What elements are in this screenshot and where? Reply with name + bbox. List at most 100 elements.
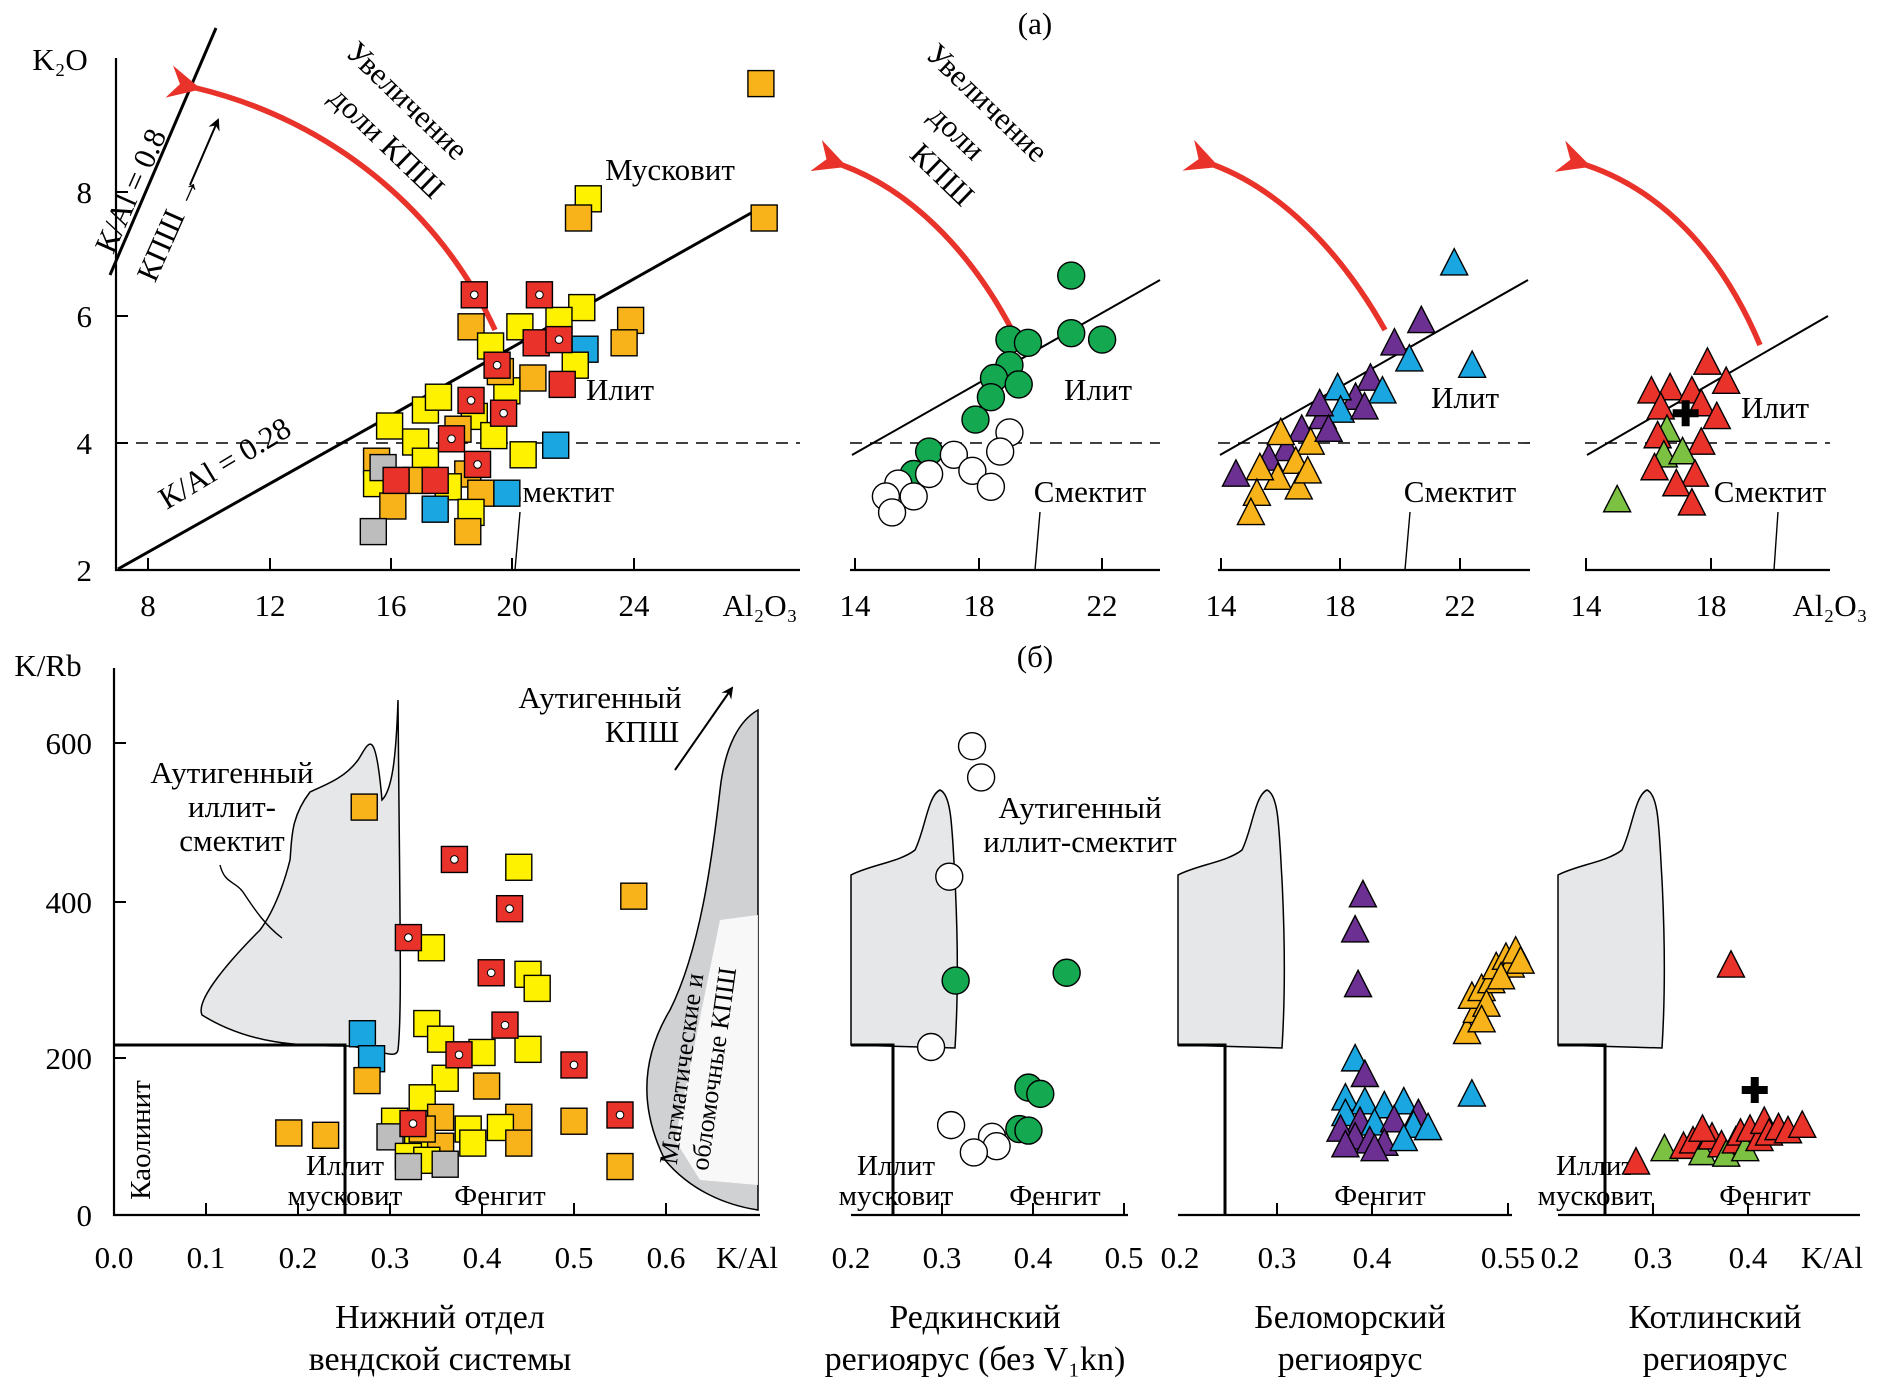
b1-point-2 bbox=[505, 853, 533, 881]
b4-xticks bbox=[1652, 1203, 1749, 1215]
b1-ann-muscovite: мусковит bbox=[288, 1180, 403, 1212]
b4-ann-illite: Иллит bbox=[1556, 1150, 1634, 1182]
b3-xtick-04: 0.4 bbox=[1353, 1240, 1392, 1275]
b3-caption-1: Беломорский bbox=[1254, 1299, 1445, 1336]
b3-point-3 bbox=[1340, 1043, 1370, 1072]
a3-xtick-14: 14 bbox=[1206, 588, 1238, 623]
b1-xtick-01: 0.1 bbox=[187, 1240, 226, 1275]
a4-point-6 bbox=[1646, 391, 1676, 420]
b4-point-5 bbox=[1687, 1136, 1718, 1166]
a1-axes bbox=[114, 58, 800, 572]
b1-xtick-03: 0.3 bbox=[371, 1240, 410, 1275]
a4-point-14 bbox=[1680, 458, 1710, 487]
a4-xtick-14: 14 bbox=[1571, 588, 1603, 623]
b1-point-22 bbox=[275, 1119, 303, 1147]
a1-point-5 bbox=[610, 329, 638, 357]
b1-ann-kpsh2: КПШ bbox=[605, 714, 679, 749]
a2-point-17 bbox=[976, 472, 1006, 501]
a2-point-7 bbox=[1004, 370, 1033, 399]
a3-xtick-18: 18 bbox=[1325, 588, 1356, 623]
a1-point-4 bbox=[616, 306, 645, 335]
b4-xtick-03: 0.3 bbox=[1634, 1240, 1673, 1275]
a1-point-48-dot bbox=[499, 408, 508, 418]
b3-point-21 bbox=[1330, 1128, 1361, 1158]
a2-xtick-18: 18 bbox=[964, 588, 995, 623]
b1-illite-smectite-field bbox=[200, 699, 402, 1055]
a2-point-2 bbox=[1013, 328, 1043, 357]
chart-a1: 8 6 4 2 K₂O 8 12 16 20 24 Al₂O₃ К/Al = 0… bbox=[32, 27, 800, 623]
b2-xtick-04: 0.4 bbox=[1014, 1240, 1053, 1275]
chart-b4: 0.2 0.3 0.4 K/Al Иллит мусковит Фенгит К… bbox=[1538, 789, 1863, 1378]
a3-xtick-22: 22 bbox=[1445, 588, 1476, 623]
a1-point-44-dot bbox=[535, 290, 544, 300]
b3-xticks bbox=[1276, 1203, 1509, 1215]
a2-smectite-leader bbox=[1034, 511, 1041, 571]
b4-point-18 bbox=[1787, 1109, 1817, 1138]
b2-point-11 bbox=[1026, 1079, 1055, 1109]
b3-point-2 bbox=[1343, 968, 1373, 998]
a1-point-26 bbox=[493, 479, 521, 507]
a3-ann-smectite: Смектит bbox=[1404, 474, 1517, 509]
b4-caption-1: Котлинский bbox=[1629, 1299, 1802, 1336]
a3-point-26 bbox=[1293, 455, 1323, 484]
a1-point-18 bbox=[375, 412, 404, 440]
b1-axes bbox=[112, 668, 760, 1217]
b2-point-1 bbox=[966, 763, 996, 792]
b1-point-43 bbox=[399, 1109, 427, 1138]
a2-point-13 bbox=[985, 437, 1015, 466]
b1-caption-1: Нижний отдел bbox=[335, 1299, 545, 1336]
b1-point-31 bbox=[431, 1150, 459, 1178]
a1-point-41 bbox=[421, 466, 449, 495]
a3-smectite-leader bbox=[1404, 511, 1411, 571]
a1-point-31 bbox=[379, 492, 407, 520]
b1-point-33 bbox=[606, 1152, 634, 1181]
chart-b1: 0 200 400 600 K/Rb 0.0 0.1 0.2 0.3 0.4 0… bbox=[14, 648, 778, 1378]
b2-point-4 bbox=[936, 1110, 966, 1140]
a2-red-arrow bbox=[810, 140, 1015, 332]
a1-point-1 bbox=[750, 204, 778, 232]
a1-kpsh-arrow bbox=[189, 118, 220, 186]
b1-kpsh-arrow bbox=[674, 686, 734, 771]
b1-ytick-400: 400 bbox=[46, 885, 93, 920]
a1-point-32 bbox=[421, 495, 449, 523]
b4-point-19 bbox=[1687, 1113, 1718, 1142]
b1-ann-phengite: Фенгит bbox=[454, 1180, 546, 1212]
a2-point-21 bbox=[877, 498, 907, 527]
b3-point-22 bbox=[1359, 1132, 1390, 1162]
a1-point-21 bbox=[509, 441, 537, 469]
a1-smectite-leader bbox=[514, 511, 521, 571]
b1-point-32 bbox=[394, 1152, 423, 1181]
b2-ann-phengite: Фенгит bbox=[1009, 1180, 1101, 1212]
b1-point-37-dot bbox=[404, 933, 413, 942]
b4-illite-smectite-field bbox=[1557, 789, 1665, 1049]
a1-xticks bbox=[147, 558, 635, 570]
a2-xticks bbox=[854, 558, 1103, 570]
b1-point-14 bbox=[472, 1072, 501, 1100]
a1-point-34 bbox=[359, 517, 388, 546]
a2-point-9 bbox=[961, 405, 990, 434]
a3-point-22 bbox=[1305, 387, 1335, 417]
b1-ann-illite: Иллит bbox=[306, 1150, 384, 1182]
a1-ann-illite: Илит bbox=[586, 372, 654, 407]
b3-point-1 bbox=[1340, 914, 1370, 943]
a1-point-0 bbox=[747, 69, 775, 98]
a3-point-25 bbox=[1313, 413, 1344, 443]
a2-xtick-22: 22 bbox=[1087, 588, 1118, 623]
b1-xticks bbox=[205, 1203, 667, 1215]
b1-ann-auth3: смектит bbox=[179, 823, 285, 858]
a1-point-50 bbox=[463, 450, 492, 479]
b3-point-13 bbox=[1379, 1103, 1409, 1133]
a2-point-3 bbox=[1057, 319, 1086, 348]
b3-point-15 bbox=[1413, 1111, 1443, 1141]
a3-point-5 bbox=[1355, 362, 1386, 391]
b3-xtick-03: 0.3 bbox=[1258, 1240, 1297, 1275]
b1-point-40-dot bbox=[454, 1050, 464, 1060]
a1-ann-smectite: Смектит bbox=[502, 474, 615, 509]
a2-point-8 bbox=[976, 383, 1006, 412]
a1-point-45-dot bbox=[554, 335, 564, 344]
a3-point-4 bbox=[1394, 343, 1425, 372]
a4-point-12 bbox=[1667, 435, 1698, 465]
b3-point-35 bbox=[1505, 945, 1536, 974]
b2-caption-1: Редкинский bbox=[889, 1299, 1060, 1336]
a1-point-49 bbox=[437, 425, 466, 453]
